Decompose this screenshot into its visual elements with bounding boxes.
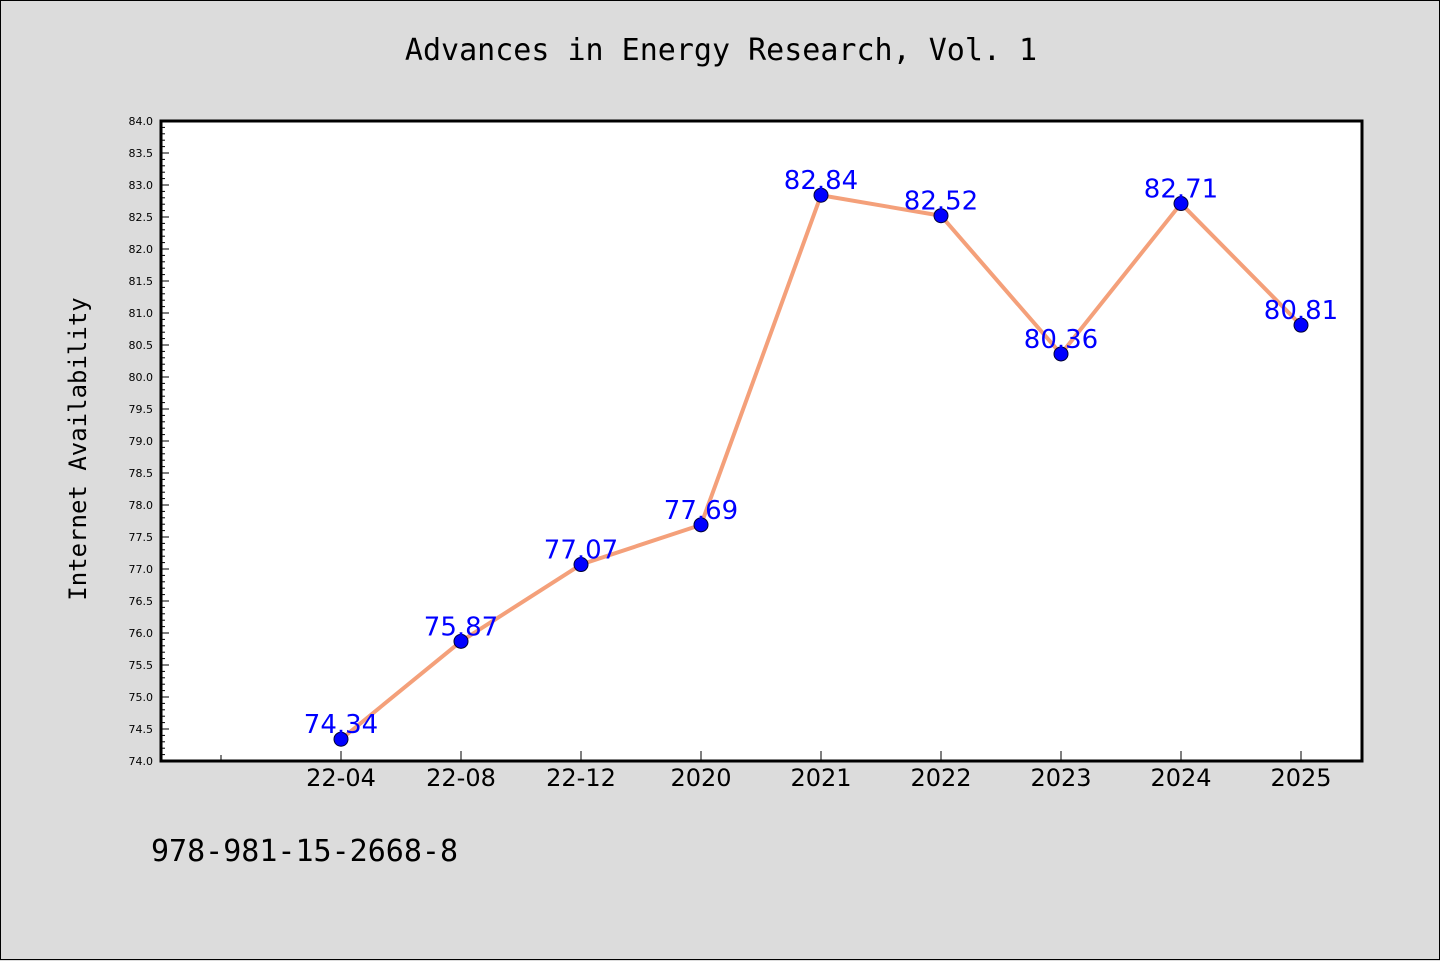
x-tick-label: 2022: [910, 764, 971, 792]
data-label: 80.81: [1264, 296, 1338, 326]
y-tick-label: 84.0: [129, 115, 154, 128]
x-tick-label: 2020: [670, 764, 731, 792]
isbn-text: 978-981-15-2668-8: [151, 834, 459, 869]
data-point: [813, 187, 829, 203]
data-point: [1293, 317, 1309, 333]
x-tick-label: 2023: [1030, 764, 1091, 792]
data-label: 74.34: [304, 710, 378, 740]
y-tick-label: 75.0: [129, 691, 154, 704]
data-point: [1053, 346, 1069, 362]
data-label: 75.87: [424, 612, 498, 642]
chart-title: Advances in Energy Research, Vol. 1: [404, 33, 1038, 68]
y-tick-label: 79.0: [129, 435, 154, 448]
y-tick-label: 78.0: [129, 499, 154, 512]
y-tick-label: 82.0: [129, 243, 154, 256]
x-tick-label: 22-04: [306, 764, 376, 792]
x-axis: 22-04 22-08 22-12 2020 2021 2022 2023 2024 2025: [220, 751, 1332, 792]
y-tick-label: 77.0: [129, 563, 154, 576]
y-tick-label: 80.0: [129, 371, 154, 384]
data-label: 82.84: [784, 166, 858, 196]
data-point: [333, 731, 349, 747]
y-axis-label: Internet Availability: [64, 297, 92, 600]
y-tick-label: 74.5: [129, 723, 154, 736]
data-point: [693, 517, 709, 533]
x-tick-label: 22-12: [546, 764, 616, 792]
data-markers: [333, 187, 1309, 747]
y-tick-label: 76.5: [129, 595, 154, 608]
y-tick-label: 81.0: [129, 307, 154, 320]
data-label: 82.52: [904, 187, 978, 217]
data-point: [933, 208, 949, 224]
y-tick-label: 74.0: [129, 755, 154, 768]
data-label: 80.36: [1024, 325, 1098, 355]
y-tick-label: 76.0: [129, 627, 154, 640]
y-tick-label: 83.0: [129, 179, 154, 192]
y-tick-label: 81.5: [129, 275, 154, 288]
data-point: [573, 557, 589, 573]
y-tick-label: 79.5: [129, 403, 154, 416]
x-tick-label: 2024: [1150, 764, 1211, 792]
x-tick-label: 22-08: [426, 764, 496, 792]
y-tick-label: 77.5: [129, 531, 154, 544]
plot-area: [159, 119, 1364, 763]
data-label: 82.71: [1144, 175, 1218, 205]
y-tick-label: 83.5: [129, 147, 154, 160]
y-tick-label: 82.5: [129, 211, 154, 224]
y-axis: 74.0 74.5 75.0 75.5 76.0 76.5 77.0 77.5 78.0 78.5…: [129, 115, 169, 768]
x-tick-label: 2021: [790, 764, 851, 792]
data-point: [1173, 196, 1189, 212]
data-label: 77.07: [544, 536, 618, 566]
data-labels: 74.34 75.87 77.07 77.69 82.84 82.52 80.36 82.71…: [304, 166, 1338, 740]
y-tick-label: 75.5: [129, 659, 154, 672]
y-tick-label: 78.5: [129, 467, 154, 480]
x-tick-label: 2025: [1270, 764, 1331, 792]
y-tick-label: 80.5: [129, 339, 154, 352]
data-point: [453, 633, 469, 649]
data-label: 77.69: [664, 496, 738, 526]
